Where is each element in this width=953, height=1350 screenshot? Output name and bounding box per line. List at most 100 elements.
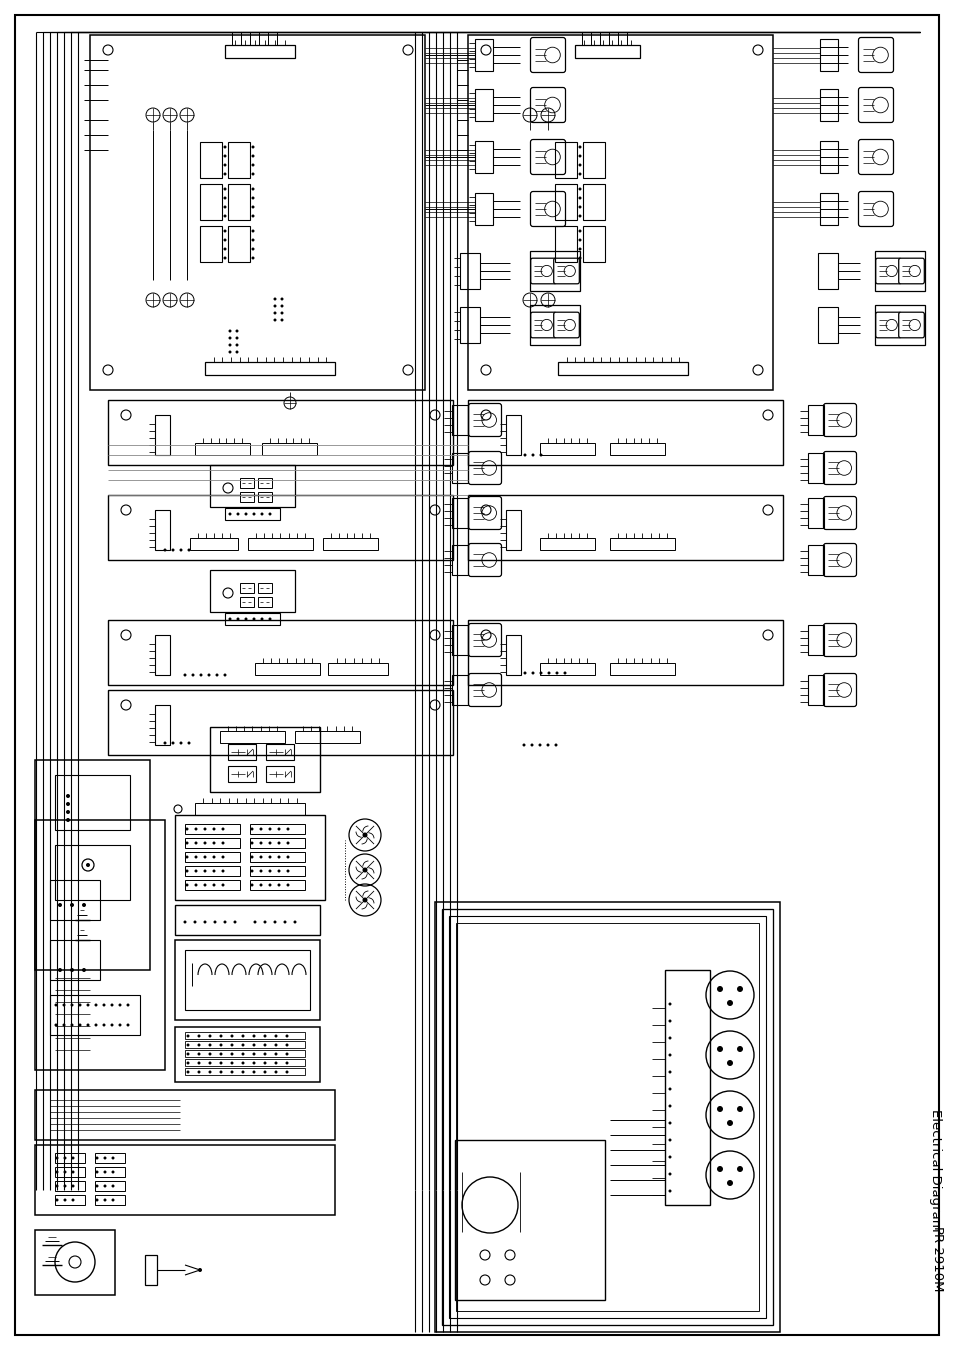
Bar: [257, 491, 272, 502]
Bar: [435, 902, 780, 1332]
Circle shape: [203, 883, 206, 887]
Circle shape: [87, 1023, 90, 1026]
Circle shape: [253, 1044, 255, 1046]
Circle shape: [163, 741, 167, 744]
Circle shape: [286, 856, 289, 859]
Circle shape: [252, 215, 254, 217]
Circle shape: [194, 841, 197, 845]
Circle shape: [185, 869, 189, 872]
Circle shape: [186, 1053, 190, 1056]
Circle shape: [203, 921, 206, 923]
Bar: [185, 852, 240, 863]
Circle shape: [274, 319, 276, 321]
Circle shape: [274, 1044, 277, 1046]
Bar: [555, 142, 577, 178]
Bar: [807, 675, 823, 705]
Bar: [108, 690, 453, 755]
Bar: [35, 819, 165, 1071]
Bar: [468, 620, 782, 684]
Circle shape: [285, 1061, 288, 1065]
Circle shape: [578, 197, 581, 200]
Circle shape: [86, 863, 90, 867]
FancyBboxPatch shape: [822, 404, 856, 436]
Bar: [505, 510, 520, 549]
Circle shape: [253, 617, 255, 621]
Circle shape: [186, 1044, 190, 1046]
Circle shape: [668, 1037, 671, 1040]
Circle shape: [70, 968, 74, 972]
Circle shape: [274, 312, 276, 315]
Circle shape: [268, 883, 272, 887]
Circle shape: [185, 828, 189, 830]
Circle shape: [213, 883, 215, 887]
Circle shape: [179, 741, 182, 744]
Circle shape: [286, 869, 289, 872]
Bar: [194, 443, 250, 455]
Circle shape: [221, 869, 224, 872]
Circle shape: [235, 329, 238, 332]
Bar: [555, 225, 577, 262]
Bar: [154, 634, 170, 675]
Bar: [240, 478, 253, 487]
Bar: [228, 744, 255, 760]
Bar: [50, 880, 100, 919]
Circle shape: [274, 1053, 277, 1056]
FancyBboxPatch shape: [822, 674, 856, 706]
Circle shape: [268, 856, 272, 859]
Bar: [452, 454, 468, 483]
Bar: [820, 193, 837, 225]
Text: Electrical Diagram: Electrical Diagram: [928, 1108, 942, 1231]
Circle shape: [102, 1023, 106, 1026]
Circle shape: [71, 1170, 74, 1173]
Bar: [228, 184, 250, 220]
Circle shape: [252, 163, 254, 166]
Circle shape: [179, 548, 182, 552]
FancyBboxPatch shape: [858, 88, 893, 123]
Circle shape: [259, 856, 262, 859]
Circle shape: [668, 1122, 671, 1125]
Circle shape: [523, 454, 526, 456]
Circle shape: [229, 617, 232, 621]
Circle shape: [274, 305, 276, 308]
Circle shape: [54, 1023, 57, 1026]
Circle shape: [285, 1034, 288, 1038]
FancyBboxPatch shape: [858, 38, 893, 73]
Circle shape: [717, 1046, 722, 1052]
Bar: [609, 443, 664, 455]
Circle shape: [183, 674, 186, 676]
Circle shape: [236, 617, 239, 621]
Bar: [248, 539, 313, 549]
Circle shape: [223, 163, 226, 166]
Bar: [555, 184, 577, 220]
Circle shape: [229, 343, 232, 347]
Bar: [185, 950, 310, 1010]
Bar: [468, 400, 782, 464]
Circle shape: [563, 671, 566, 675]
Circle shape: [95, 1170, 98, 1173]
Circle shape: [737, 1046, 742, 1052]
Circle shape: [726, 1000, 732, 1006]
Circle shape: [726, 1120, 732, 1126]
Bar: [185, 1058, 305, 1066]
Circle shape: [251, 828, 253, 830]
Circle shape: [223, 256, 226, 259]
Circle shape: [185, 883, 189, 887]
Circle shape: [277, 828, 280, 830]
Bar: [185, 1041, 305, 1048]
Circle shape: [55, 1184, 58, 1188]
Bar: [807, 498, 823, 528]
Bar: [250, 838, 305, 848]
Circle shape: [192, 674, 194, 676]
Circle shape: [252, 154, 254, 158]
Bar: [505, 414, 520, 455]
Bar: [55, 775, 130, 830]
Bar: [441, 909, 772, 1324]
Bar: [539, 539, 595, 549]
Bar: [174, 904, 319, 936]
Circle shape: [112, 1199, 114, 1202]
Circle shape: [263, 921, 266, 923]
Circle shape: [231, 1061, 233, 1065]
Circle shape: [71, 1023, 73, 1026]
Bar: [266, 744, 294, 760]
Circle shape: [203, 869, 206, 872]
